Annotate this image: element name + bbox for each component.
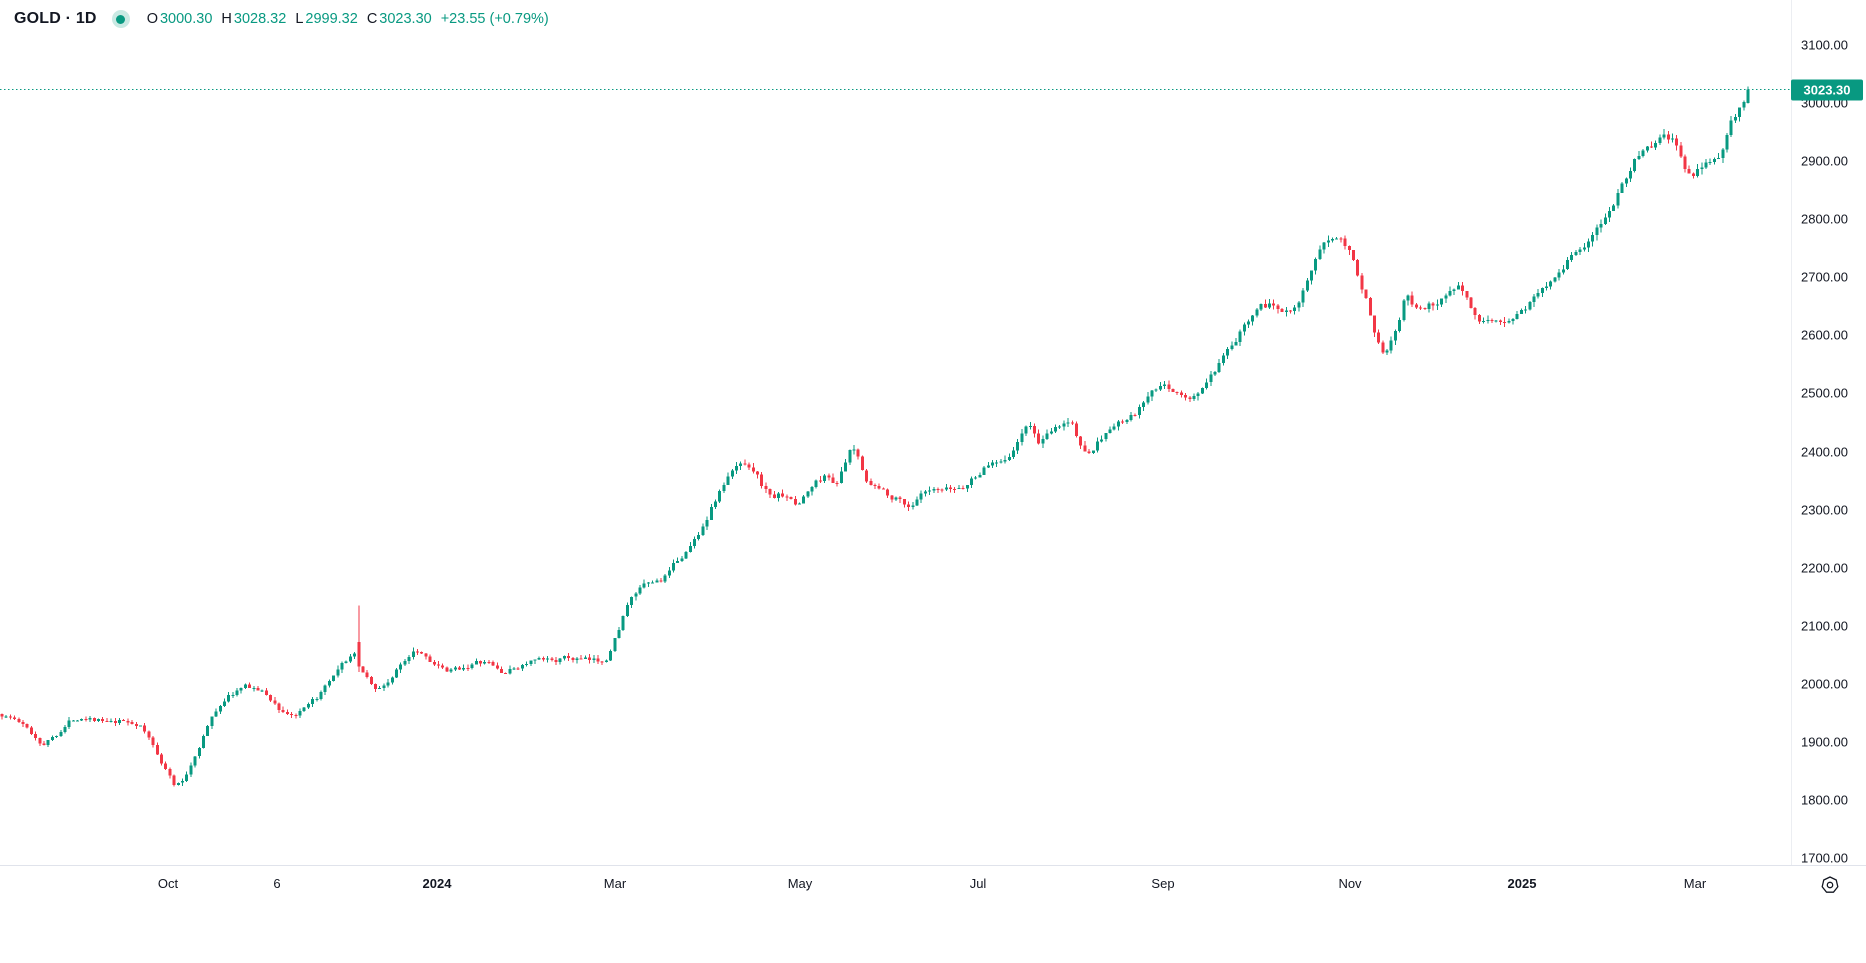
gear-icon xyxy=(1821,876,1839,893)
current-price-label: 3023.30 xyxy=(1791,79,1863,100)
time-tick-2025: 2025 xyxy=(1507,876,1537,891)
price-tick: 3100.00 xyxy=(1801,37,1848,53)
close-label: C xyxy=(366,11,378,27)
time-tick-jul: Jul xyxy=(969,876,987,891)
price-tick: 2100.00 xyxy=(1801,618,1848,634)
live-status-core xyxy=(116,14,126,24)
price-tick: 2800.00 xyxy=(1801,211,1848,227)
price-tick: 2200.00 xyxy=(1801,560,1848,576)
time-tick-2024: 2024 xyxy=(422,876,452,891)
chart-legend: GOLD · 1D O 3000.30 H 3028.32 L 2999.32 C 30… xyxy=(14,7,549,31)
price-axis[interactable]: 3100.00 3000.00 2900.00 2800.00 2700.00 2600.… xyxy=(1791,0,1866,866)
price-tick: 2300.00 xyxy=(1801,502,1848,518)
time-tick-mar: Mar xyxy=(1683,876,1707,891)
price-tick: 1700.00 xyxy=(1801,850,1848,866)
close-value: 3023.30 xyxy=(379,11,432,27)
time-tick-oct: Oct xyxy=(157,876,179,891)
time-tick-mar: Mar xyxy=(603,876,627,891)
time-tick-6: 6 xyxy=(273,876,281,891)
price-tick: 2600.00 xyxy=(1801,327,1848,343)
price-tick: 2900.00 xyxy=(1801,153,1848,169)
ohlc-values: O 3000.30 H 3028.32 L 2999.32 C 3023.30 +23.… xyxy=(147,11,549,27)
time-tick-nov: Nov xyxy=(1338,876,1362,891)
open-label: O xyxy=(146,11,158,27)
low-group: L 2999.32 xyxy=(295,11,358,27)
high-label: H xyxy=(221,11,232,27)
price-tick: 2000.00 xyxy=(1801,676,1848,692)
low-label: L xyxy=(295,11,304,27)
time-axis[interactable]: Oct 6 2024 Mar May Jul Sep Nov 2025 Mar xyxy=(0,865,1866,963)
price-tick: 2500.00 xyxy=(1801,385,1848,401)
price-tick: 2400.00 xyxy=(1801,444,1848,459)
change-value: +23.55 (+0.79%) xyxy=(440,11,549,27)
price-tick: 1900.00 xyxy=(1801,734,1848,750)
close-group: C 3023.30 xyxy=(367,11,432,27)
symbol-title[interactable]: GOLD · 1D xyxy=(14,10,97,27)
live-status-icon xyxy=(111,9,131,29)
price-tick: 1800.00 xyxy=(1801,792,1848,808)
price-tick: 2700.00 xyxy=(1801,269,1848,285)
open-group: O 3000.30 xyxy=(147,11,213,27)
time-tick-may: May xyxy=(787,876,813,891)
open-value: 3000.30 xyxy=(159,11,213,27)
high-group: H 3028.32 xyxy=(221,11,286,27)
high-value: 3028.32 xyxy=(233,11,287,27)
current-price-text: 3023.30 xyxy=(1803,82,1851,97)
low-value: 2999.32 xyxy=(305,11,358,27)
axis-settings-button[interactable] xyxy=(1812,869,1848,901)
time-tick-sep: Sep xyxy=(1151,876,1175,891)
